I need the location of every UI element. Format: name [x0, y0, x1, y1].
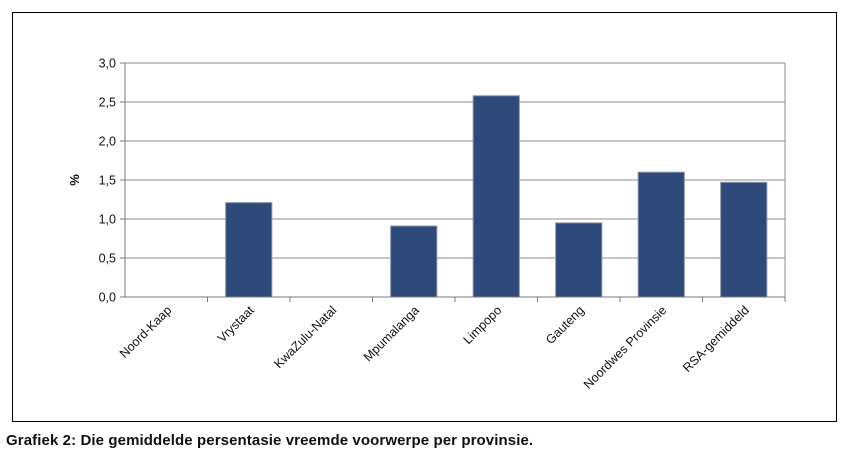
chart-frame: 0,0 0,5 1,0 1,5 2,0 2,5 3,0 Noord-Kaap Vrystaat…	[12, 12, 837, 422]
bar-noordwes-provinsie	[637, 171, 685, 298]
y-tick-label: 0,5	[99, 252, 116, 266]
x-category-label: RSA-gemiddeld	[680, 303, 752, 375]
y-tick-label: 1,5	[99, 174, 116, 188]
grid-lines	[125, 62, 786, 297]
y-tick-label: 2,0	[99, 135, 116, 149]
x-category-labels: Noord-Kaap Vrystaat KwaZulu-Natal Mpumalang…	[117, 303, 752, 392]
x-category-label: Gauteng	[543, 303, 587, 347]
y-tick-label: 1,0	[99, 213, 116, 227]
bars	[225, 95, 768, 298]
bar-vrystaat	[225, 202, 273, 298]
axes	[120, 62, 786, 302]
y-tick-labels: 0,0 0,5 1,0 1,5 2,0 2,5 3,0	[99, 57, 116, 305]
bar-gauteng	[555, 222, 603, 298]
figure-caption: Grafiek 2: Die gemiddelde persentasie vr…	[6, 432, 534, 449]
x-category-label: Mpumalanga	[361, 303, 422, 364]
x-category-label: Noord-Kaap	[117, 303, 175, 361]
x-category-label: Limpopo	[461, 303, 505, 347]
x-category-label: Noordwes Provinsie	[581, 303, 670, 392]
bar-mpumalanga	[390, 225, 438, 298]
bar-rsa-gemiddeld	[720, 181, 768, 298]
y-tick-label: 0,0	[99, 291, 116, 305]
y-axis-label: %	[67, 174, 82, 186]
bar-limpopo	[472, 95, 520, 298]
x-category-label: Vrystaat	[215, 303, 257, 345]
y-tick-label: 3,0	[99, 57, 116, 71]
bar-chart: 0,0 0,5 1,0 1,5 2,0 2,5 3,0 Noord-Kaap Vrystaat…	[67, 57, 786, 392]
x-category-label: KwaZulu-Natal	[272, 303, 340, 371]
y-tick-label: 2,5	[99, 96, 116, 110]
